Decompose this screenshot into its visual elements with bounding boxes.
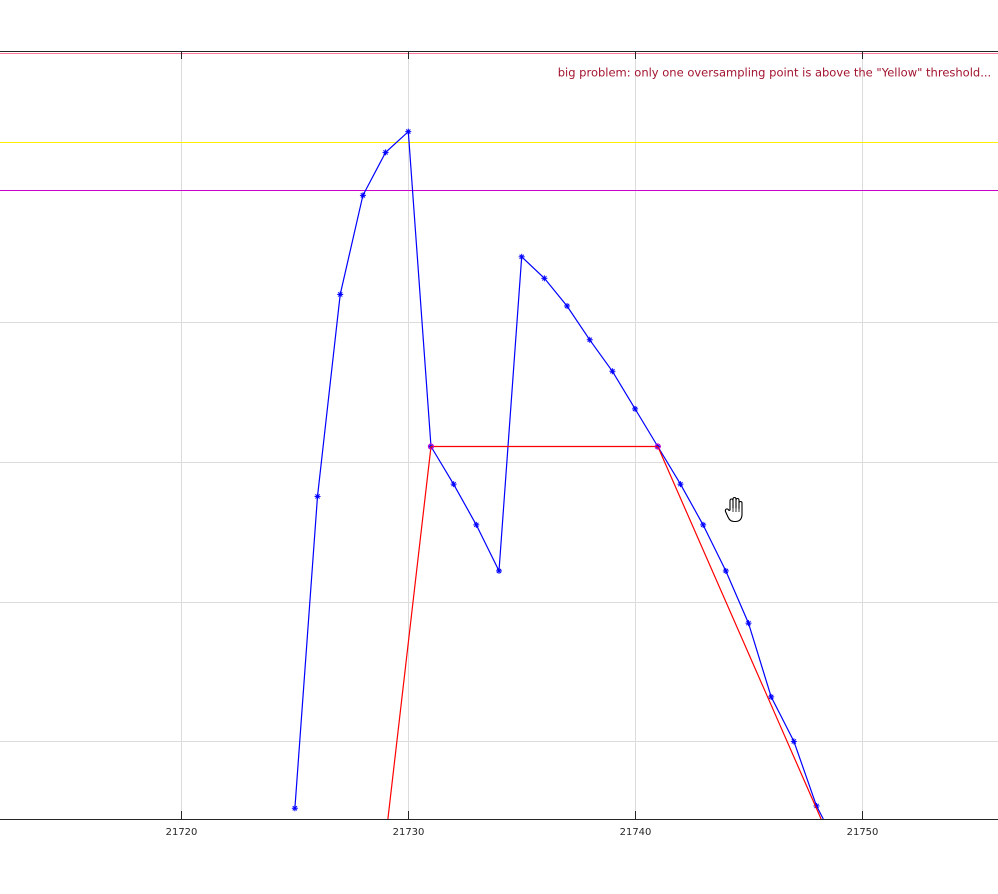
data-point [359, 192, 366, 199]
x-tick-label: 21750 [847, 827, 879, 838]
data-point [496, 567, 502, 574]
x-ticks: 21720 21730 21740 21750 [166, 51, 879, 838]
hand-cursor-icon [724, 496, 743, 523]
data-point [722, 567, 729, 574]
data-point [586, 336, 593, 343]
x-tick-label: 21740 [620, 827, 652, 838]
data-point [677, 481, 684, 488]
x-tick-label: 21720 [166, 827, 198, 838]
grid-lines [0, 51, 998, 819]
data-point [632, 405, 639, 412]
data-point [609, 368, 616, 375]
data-point [790, 738, 797, 745]
data-point [518, 253, 525, 260]
data-point [564, 302, 571, 309]
series-line-2 [387, 445, 822, 820]
data-point [700, 521, 707, 528]
data-point [405, 128, 412, 135]
data-point [314, 493, 321, 500]
series-line-1 [294, 130, 824, 820]
data-point [745, 620, 752, 627]
axes [0, 51, 998, 820]
data-point [382, 149, 389, 156]
data-point [473, 521, 480, 528]
annotation-text: big problem: only one oversampling point… [558, 65, 991, 79]
circled-marker [654, 443, 661, 450]
data-point [541, 275, 548, 282]
circled-marker [427, 443, 435, 450]
series-layer [291, 128, 824, 820]
data-point [768, 693, 775, 700]
data-point [291, 805, 298, 812]
x-tick-label: 21730 [393, 827, 425, 838]
data-point [450, 481, 457, 488]
data-point [337, 291, 344, 298]
